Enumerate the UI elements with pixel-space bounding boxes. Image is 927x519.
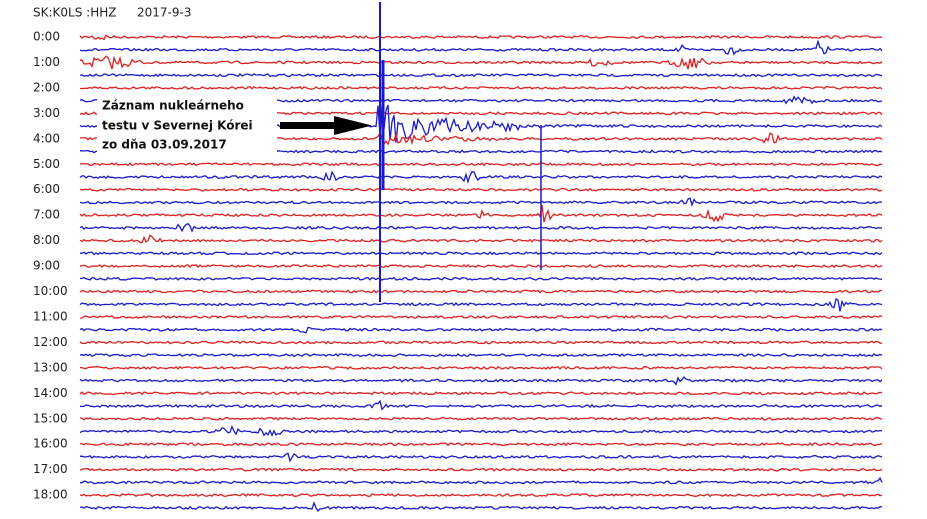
trace	[79, 391, 883, 396]
time-label: 5:00	[33, 157, 60, 171]
annotation-bg	[97, 95, 277, 155]
trace	[79, 34, 883, 41]
annotation-line: Záznam nukleárneho	[102, 99, 244, 113]
trace	[79, 234, 883, 244]
trace	[79, 399, 883, 411]
trace	[79, 442, 883, 447]
trace	[79, 452, 883, 463]
trace	[79, 251, 883, 256]
trace	[79, 85, 883, 90]
annotation-line: testu v Severnej Kórei	[102, 119, 253, 133]
time-labels: 0:00 1:00 2:00 3:00 4:00 5:00 6:00 7:00 8:00 9:00…	[33, 30, 68, 502]
time-label: 18:00	[33, 488, 68, 502]
station: SK:K0LS :HHZ	[33, 6, 116, 20]
time-label: 9:00	[33, 259, 60, 273]
trace	[79, 205, 883, 223]
trace	[79, 416, 883, 421]
trace	[79, 467, 883, 472]
trace	[79, 493, 883, 498]
trace	[79, 376, 883, 386]
trace	[79, 340, 883, 345]
trace	[79, 326, 883, 334]
trace	[79, 501, 883, 513]
trace	[79, 298, 883, 312]
trace	[79, 39, 883, 56]
annotation-line: zo dňa 03.09.2017	[102, 138, 227, 152]
time-label: 13:00	[33, 360, 68, 374]
trace	[79, 162, 883, 167]
time-label: 6:00	[33, 182, 60, 196]
arrow-head	[334, 116, 372, 135]
time-label: 3:00	[33, 106, 60, 120]
trace	[79, 263, 883, 269]
time-label: 11:00	[33, 309, 68, 323]
time-label: 2:00	[33, 80, 60, 94]
time-label: 4:00	[33, 131, 60, 145]
trace	[79, 424, 883, 438]
trace	[79, 314, 883, 319]
time-label: 7:00	[33, 208, 60, 222]
trace	[79, 222, 882, 233]
trace	[79, 197, 883, 208]
time-label: 15:00	[33, 411, 68, 425]
trace	[79, 170, 883, 185]
time-label: 1:00	[33, 55, 60, 69]
date: 2017-9-3	[137, 6, 191, 20]
trace	[79, 289, 882, 294]
trace	[80, 476, 883, 485]
time-label: 8:00	[33, 233, 60, 247]
time-label: 14:00	[33, 386, 68, 400]
time-label: 16:00	[33, 437, 68, 451]
trace	[79, 55, 883, 70]
time-label: 0:00	[33, 30, 60, 44]
time-label: 12:00	[33, 335, 68, 349]
trace	[79, 187, 883, 192]
time-label: 10:00	[33, 284, 68, 298]
trace	[79, 353, 883, 358]
trace	[79, 365, 883, 370]
arrow-shaft	[280, 122, 336, 129]
trace	[79, 276, 883, 281]
trace	[79, 73, 883, 78]
arrow	[280, 116, 372, 135]
time-label: 17:00	[33, 462, 68, 476]
